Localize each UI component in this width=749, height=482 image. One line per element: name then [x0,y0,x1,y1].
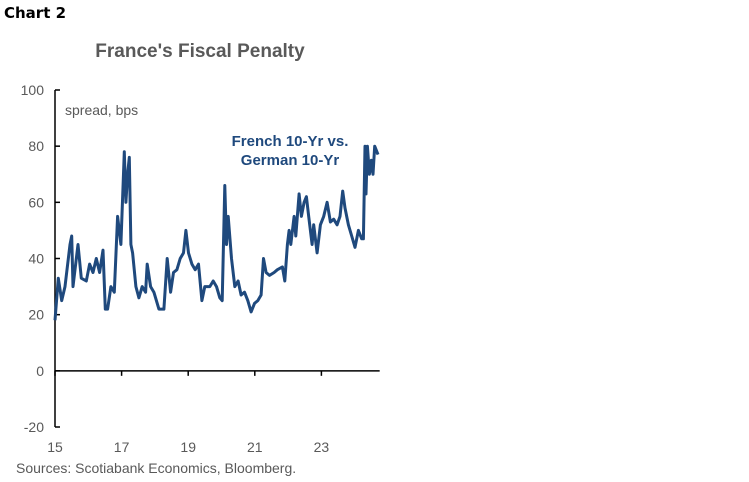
y-tick-label: -20 [24,419,44,435]
y-tick-label: 60 [28,194,44,210]
x-tick-label: 23 [314,439,330,455]
x-tick-label: 21 [247,439,263,455]
y-tick-label: 100 [21,82,45,98]
x-tick-label: 17 [114,439,130,455]
chart-title: France's Fiscal Penalty [95,41,305,62]
y-axis-unit-label: spread, bps [65,102,139,118]
x-tick-label: 19 [180,439,196,455]
annotation-line-1: French 10-Yr vs. [231,133,349,150]
y-tick-label: 20 [28,307,44,323]
y-tick-label: 40 [28,251,44,267]
y-tick-label: 80 [28,138,44,154]
annotation-line-2: German 10-Yr [240,152,340,169]
chart-label: Chart 2 [4,4,67,22]
x-tick-label: 15 [47,439,63,455]
y-tick-label: 0 [36,363,44,379]
series-annotation: French 10-Yr vs. German 10-Yr [215,132,365,170]
source-note: Sources: Scotiabank Economics, Bloomberg… [16,460,297,476]
series-line [53,144,380,321]
